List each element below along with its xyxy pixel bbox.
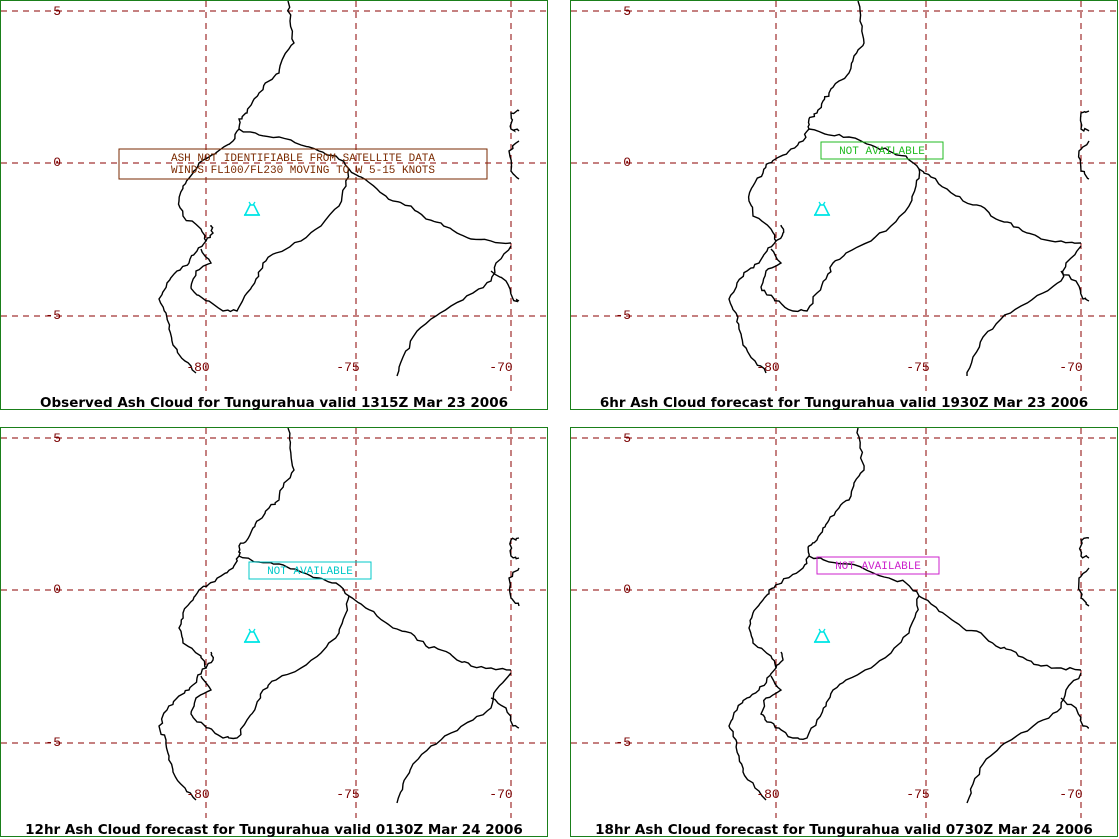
volcano-triangle-icon: [813, 628, 831, 643]
coastline: [508, 140, 520, 180]
latitude-tick-label: 5: [53, 4, 61, 19]
ash-status-text: ASH NOT IDENTIFIABLE FROM SATELLITE DATA: [171, 153, 435, 165]
ash-status-message: NOT AVAILABLE: [820, 141, 944, 160]
coastline: [808, 555, 1082, 671]
map-canvas: 5 0 -5 -80 -75 -70 ASH NOT IDENTIFIABLE FROM S…: [1, 1, 549, 391]
volcano-triangle-icon: [243, 201, 261, 216]
latitude-tick-label: -5: [45, 735, 61, 750]
panel-caption: Observed Ash Cloud for Tungurahua valid …: [40, 395, 508, 411]
coastline: [728, 428, 865, 801]
longitude-tick-label: -70: [489, 787, 512, 802]
coastline: [775, 224, 785, 242]
coastline: [1077, 567, 1090, 607]
coastline: [775, 651, 784, 669]
ash-status-message: ASH NOT IDENTIFIABLE FROM SATELLITE DATA…: [118, 148, 488, 180]
map-canvas: 5 0 -5 -80 -75 -70 NOT AVAILABLE: [571, 428, 1119, 818]
coastline: [1060, 697, 1090, 729]
longitude-tick-label: -80: [186, 360, 209, 375]
ash-status-message: NOT AVAILABLE: [816, 556, 940, 575]
coastline: [190, 168, 350, 313]
coastline: [238, 555, 512, 671]
coastline: [760, 168, 921, 313]
ash-status-text: NOT AVAILABLE: [839, 146, 925, 158]
longitude-tick-label: -70: [489, 360, 512, 375]
panel-caption: 6hr Ash Cloud forecast for Tungurahua va…: [599, 395, 1089, 411]
coastline: [508, 567, 520, 607]
coastline: [1060, 270, 1090, 302]
longitude-tick-label: -75: [336, 787, 359, 802]
coastline: [205, 225, 214, 242]
coastline: [158, 1, 295, 374]
coastline: [966, 672, 1082, 804]
coastline: [490, 270, 520, 303]
coastline: [760, 595, 920, 741]
panel-caption: 12hr Ash Cloud forecast for Tungurahua v…: [25, 822, 523, 838]
latitude-tick-label: 5: [623, 4, 631, 19]
longitude-tick-label: -75: [906, 360, 929, 375]
map-canvas: 5 0 -5 -80 -75 -70 NOT AVAILABLE: [571, 1, 1119, 391]
ash-status-message: NOT AVAILABLE: [248, 561, 372, 580]
coastline: [1077, 140, 1090, 180]
ash-status-text: WINDS FL100/FL230 MOVING TO W 5-15 KNOTS: [171, 165, 435, 177]
coastline: [966, 245, 1082, 376]
latitude-tick-label: 0: [623, 582, 631, 597]
coastline: [205, 651, 215, 669]
ash-status-text: NOT AVAILABLE: [267, 566, 353, 578]
coastline: [728, 1, 865, 374]
latitude-tick-label: 0: [623, 155, 631, 170]
volcano-triangle-icon: [813, 201, 831, 216]
longitude-tick-label: -70: [1059, 360, 1082, 375]
coastline: [808, 128, 1082, 244]
longitude-tick-label: -75: [336, 360, 359, 375]
volcano-triangle-icon: [243, 628, 261, 643]
latitude-tick-label: 5: [53, 431, 61, 446]
map-canvas: 5 0 -5 -80 -75 -70 NOT AVAILABLE: [1, 428, 549, 818]
map-panel-12hr: 5 0 -5 -80 -75 -70 NOT AVAILABLE 12hr Ash Clou…: [0, 427, 549, 838]
coastline: [238, 128, 512, 245]
latitude-tick-label: -5: [615, 735, 631, 750]
ash-status-text: NOT AVAILABLE: [835, 561, 921, 573]
latitude-tick-label: -5: [45, 308, 61, 323]
coastline: [396, 245, 512, 377]
map-panel-18hr: 5 0 -5 -80 -75 -70 NOT AVAILABLE 18hr Ash Clou…: [570, 427, 1119, 838]
coastline: [509, 537, 520, 560]
longitude-tick-label: -80: [756, 787, 779, 802]
latitude-tick-label: -5: [615, 308, 631, 323]
coastline: [396, 672, 512, 804]
map-panel-6hr: 5 0 -5 -80 -75 -70 NOT AVAILABLE 6hr Ash Cloud…: [570, 0, 1119, 411]
coastline: [490, 697, 520, 729]
longitude-tick-label: -70: [1059, 787, 1082, 802]
longitude-tick-label: -80: [186, 787, 209, 802]
longitude-tick-label: -80: [756, 360, 779, 375]
latitude-tick-label: 0: [53, 155, 61, 170]
coastline: [190, 595, 350, 740]
coastline: [1079, 110, 1090, 132]
map-panel-observed: 5 0 -5 -80 -75 -70 ASH NOT IDENTIFIABLE FROM S…: [0, 0, 549, 411]
coastline: [509, 109, 520, 133]
coastline: [158, 428, 295, 801]
longitude-tick-label: -75: [906, 787, 929, 802]
coastline: [1078, 536, 1090, 559]
latitude-tick-label: 5: [623, 431, 631, 446]
latitude-tick-label: 0: [53, 582, 61, 597]
panel-caption: 18hr Ash Cloud forecast for Tungurahua v…: [595, 822, 1093, 838]
